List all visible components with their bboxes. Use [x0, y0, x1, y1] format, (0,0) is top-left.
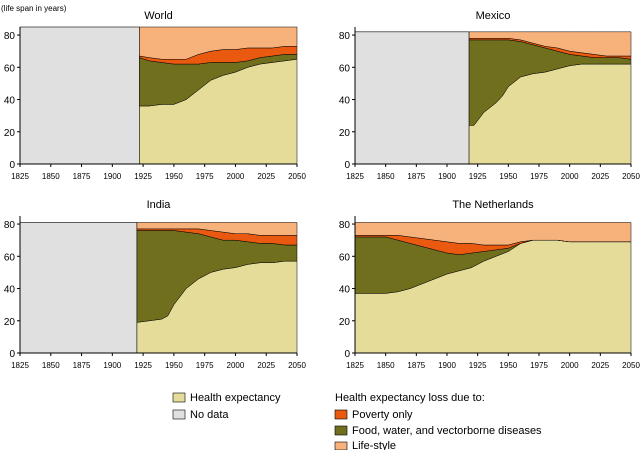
- y-tick-label: 0: [9, 349, 15, 360]
- chart-title-india: India: [147, 199, 172, 211]
- y-tick-label: 40: [4, 96, 16, 107]
- area-life-style: [139, 26, 298, 60]
- y-tick-label: 0: [9, 160, 15, 171]
- x-tick-label: 1975: [196, 361, 214, 370]
- x-tick-label: 1900: [103, 361, 121, 370]
- x-tick-label: 2050: [622, 361, 640, 370]
- x-tick-label: 2000: [561, 172, 579, 181]
- x-tick-label: 1900: [438, 172, 456, 181]
- x-tick-label: 1875: [73, 361, 91, 370]
- x-tick-label: 1825: [346, 361, 364, 370]
- x-tick-label: 1925: [134, 172, 152, 181]
- legend-swatch-no-data: [172, 409, 186, 420]
- legend: Health expectancy No data Health expecta…: [172, 392, 542, 450]
- legend-swatch-poverty-only: [334, 409, 348, 420]
- x-tick-label: 1825: [11, 361, 29, 370]
- x-tick-label: 2050: [288, 172, 306, 181]
- legend-label-poverty-only: Poverty only: [352, 409, 413, 421]
- x-tick-label: 1850: [377, 361, 395, 370]
- y-tick-label: 60: [4, 63, 16, 74]
- legend-label-life-style: Life-style: [352, 440, 396, 450]
- y-axis-label: (life span in years): [1, 4, 67, 13]
- chart-title-mexico: Mexico: [476, 10, 511, 22]
- legend-label-food-water-vectorborne: Food, water, and vectorborne diseases: [352, 425, 542, 437]
- y-tick-label: 80: [4, 220, 16, 231]
- x-tick-label: 2000: [561, 361, 579, 370]
- x-tick-label: 1925: [469, 361, 487, 370]
- y-tick-label: 80: [339, 31, 351, 42]
- x-tick-label: 1950: [165, 361, 183, 370]
- y-tick-label: 60: [339, 252, 351, 263]
- legend-swatch-food-water-vectorborne: [334, 425, 348, 436]
- x-tick-label: 2025: [257, 172, 275, 181]
- chart-title-world: World: [144, 10, 173, 22]
- x-tick-label: 2050: [622, 172, 640, 181]
- no-data-region: [19, 26, 140, 165]
- y-tick-label: 80: [339, 220, 351, 231]
- y-tick-label: 20: [4, 128, 16, 139]
- chart-title-the-netherlands: The Netherlands: [452, 199, 534, 211]
- x-tick-label: 2025: [257, 361, 275, 370]
- no-data-region: [354, 31, 470, 165]
- legend-title-loss: Health expectancy loss due to:: [335, 392, 485, 404]
- legend-label-no-data: No data: [190, 409, 229, 421]
- y-tick-label: 40: [339, 96, 351, 107]
- y-tick-label: 20: [339, 317, 351, 328]
- y-tick-label: 20: [4, 317, 16, 328]
- x-tick-label: 1975: [530, 172, 548, 181]
- y-tick-label: 40: [339, 285, 351, 296]
- x-tick-label: 1975: [530, 361, 548, 370]
- x-tick-label: 1875: [407, 172, 425, 181]
- area-life-style: [136, 222, 298, 236]
- y-tick-label: 80: [4, 31, 16, 42]
- y-tick-label: 0: [344, 160, 350, 171]
- x-tick-label: 2025: [591, 361, 609, 370]
- x-tick-label: 1925: [469, 172, 487, 181]
- x-tick-label: 2050: [288, 361, 306, 370]
- y-tick-label: 20: [339, 128, 351, 139]
- x-tick-label: 1850: [377, 172, 395, 181]
- x-tick-label: 1900: [103, 172, 121, 181]
- x-tick-label: 1975: [196, 172, 214, 181]
- x-tick-label: 2000: [227, 172, 245, 181]
- x-tick-label: 1950: [499, 172, 517, 181]
- area-life-style: [468, 31, 632, 57]
- x-tick-label: 1950: [499, 361, 517, 370]
- y-tick-label: 40: [4, 285, 16, 296]
- y-tick-label: 0: [344, 349, 350, 360]
- chart-panel-world: 0 20 40 60 80 1825 1850 1875 1900 1925 1950 1975 200…: [1, 4, 306, 181]
- x-tick-label: 1850: [42, 361, 60, 370]
- chart-panel-india: 0 20 40 60 80 1825 1850 1875 1900 1925 1950 1975 200…: [4, 199, 307, 370]
- x-tick-label: 2025: [591, 172, 609, 181]
- chart-panel-mexico: 0 20 40 60 80 1825 1850 1875 1900 1925 1950 1975 200…: [339, 10, 640, 181]
- x-tick-label: 1900: [438, 361, 456, 370]
- area-life-style: [354, 222, 632, 246]
- y-tick-label: 60: [4, 252, 16, 263]
- x-tick-label: 1950: [165, 172, 183, 181]
- y-tick-label: 60: [339, 63, 351, 74]
- chart-panel-the-netherlands: 0 20 40 60 80 1825 1850 1875 1900 1925 1950 1975 200…: [339, 199, 640, 370]
- x-tick-label: 1850: [42, 172, 60, 181]
- x-tick-label: 1825: [11, 172, 29, 181]
- x-tick-label: 1875: [73, 172, 91, 181]
- x-tick-label: 1925: [134, 361, 152, 370]
- legend-swatch-health-expectancy: [172, 392, 186, 403]
- x-tick-label: 1825: [346, 172, 364, 181]
- x-tick-label: 2000: [227, 361, 245, 370]
- no-data-region: [19, 222, 138, 354]
- legend-swatch-life-style: [334, 441, 348, 450]
- legend-label-health-expectancy: Health expectancy: [190, 392, 281, 404]
- x-tick-label: 1875: [407, 361, 425, 370]
